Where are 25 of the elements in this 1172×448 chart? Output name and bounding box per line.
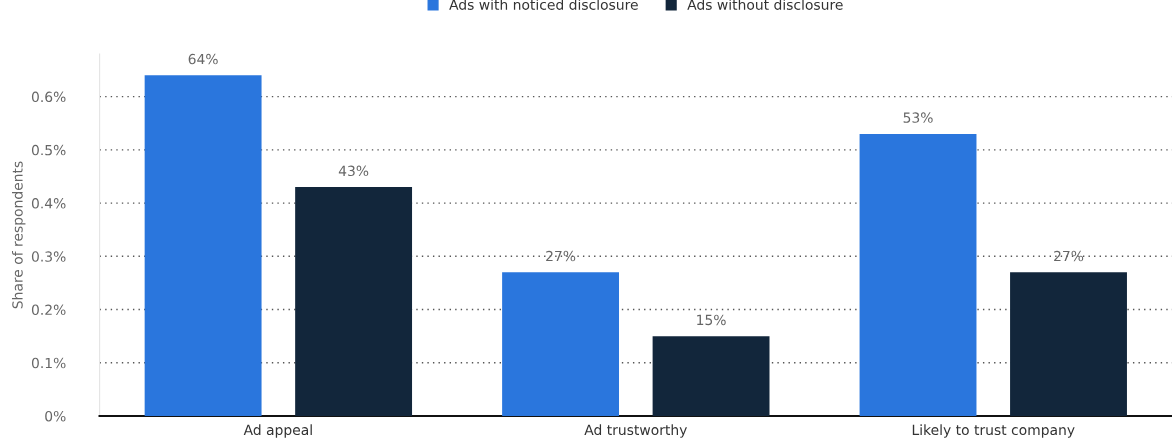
x-tick-label: Ad appeal (243, 424, 312, 438)
y-tick-label: 0.1% (31, 357, 66, 369)
y-tick-label: 0% (45, 410, 66, 422)
bar (144, 75, 262, 417)
bar (652, 336, 770, 417)
x-tick-label: Ad trustworthy (584, 424, 687, 438)
data-label: 53% (903, 112, 933, 123)
y-tick-label: 0.6% (31, 91, 66, 103)
bar (502, 272, 620, 417)
legend-label: Ads without disclosure (687, 0, 843, 10)
y-tick-label: 0.2% (31, 304, 66, 316)
data-label: 27% (546, 250, 576, 262)
bar (1010, 272, 1127, 417)
bar (295, 187, 413, 417)
bar (859, 133, 977, 417)
data-label: 15% (697, 314, 726, 326)
y-axis-title: Share of respondents (12, 161, 26, 309)
x-tick-label: Likely to trust company (912, 424, 1075, 438)
legend-label: Ads with noticed disclosure (449, 0, 638, 10)
data-label: 27% (1054, 250, 1084, 262)
y-tick-label: 0.3% (31, 251, 66, 262)
data-label: 43% (338, 165, 369, 177)
y-tick-label: 0.4% (31, 198, 66, 209)
data-label: 64% (188, 53, 218, 65)
y-tick-label: 0.5% (31, 144, 66, 156)
